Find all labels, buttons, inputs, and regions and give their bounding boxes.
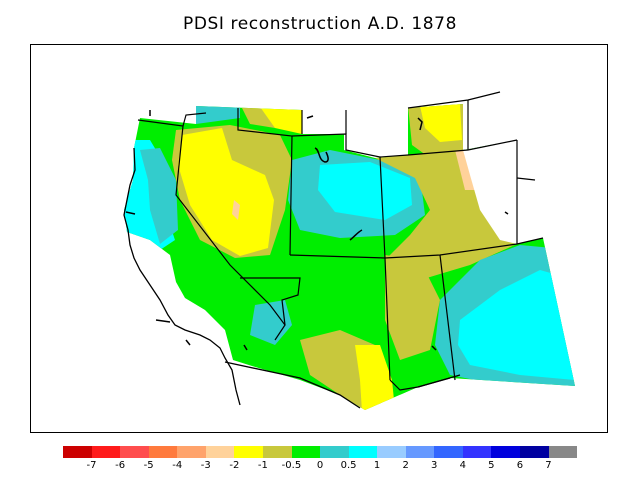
colorbar-swatch xyxy=(63,446,92,458)
colorbar-label: -2 xyxy=(229,460,240,471)
colorbar-label: 0 xyxy=(316,460,324,471)
colorbar-swatch xyxy=(234,446,263,458)
colorbar-label: 5 xyxy=(488,460,495,471)
colorbar-swatch xyxy=(548,446,578,458)
colorbar-swatch xyxy=(462,446,492,458)
colorbar-label: 0.5 xyxy=(340,460,357,471)
colorbar-label: 2 xyxy=(402,460,409,471)
colorbar xyxy=(63,446,578,458)
colorbar-label: 1 xyxy=(373,460,381,471)
colorbar-label: 4 xyxy=(459,460,466,471)
colorbar-label: -3 xyxy=(200,460,211,471)
pdsi-field xyxy=(124,104,575,410)
colorbar-swatch xyxy=(320,446,349,458)
colorbar-label: -6 xyxy=(115,460,126,471)
colorbar-swatch xyxy=(520,446,549,458)
colorbar-swatch xyxy=(205,446,235,458)
colorbar-label: 7 xyxy=(545,460,552,471)
colorbar-label: 6 xyxy=(516,460,524,471)
map-frame xyxy=(30,44,608,433)
colorbar-label: 3 xyxy=(431,460,438,471)
colorbar-swatch xyxy=(262,446,292,458)
colorbar-swatch xyxy=(491,446,520,458)
colorbar-labels: -7 -6 -5 -4 -3 -2 -1 -0.5 0 0.5 1 2 3 4 5 6 7 xyxy=(63,460,577,474)
colorbar-swatch xyxy=(91,446,121,458)
colorbar-swatch xyxy=(348,446,378,458)
map-title: PDSI reconstruction A.D. 1878 xyxy=(182,14,458,34)
state-borders xyxy=(137,91,544,391)
colorbar-label: -0.5 xyxy=(281,460,302,471)
colorbar-swatch xyxy=(120,446,149,458)
colorbar-swatch xyxy=(434,446,463,458)
colorbar-swatch xyxy=(291,446,321,458)
colorbar-label: -7 xyxy=(86,460,97,471)
colorbar-swatch xyxy=(148,446,178,458)
lakes xyxy=(125,110,509,351)
colorbar-label: -1 xyxy=(257,460,268,471)
colorbar-label: -5 xyxy=(143,460,154,471)
colorbar-swatch xyxy=(177,446,206,458)
colorbar-label: -4 xyxy=(172,460,183,471)
colorbar-swatch xyxy=(405,446,435,458)
colorbar-swatch xyxy=(377,446,406,458)
